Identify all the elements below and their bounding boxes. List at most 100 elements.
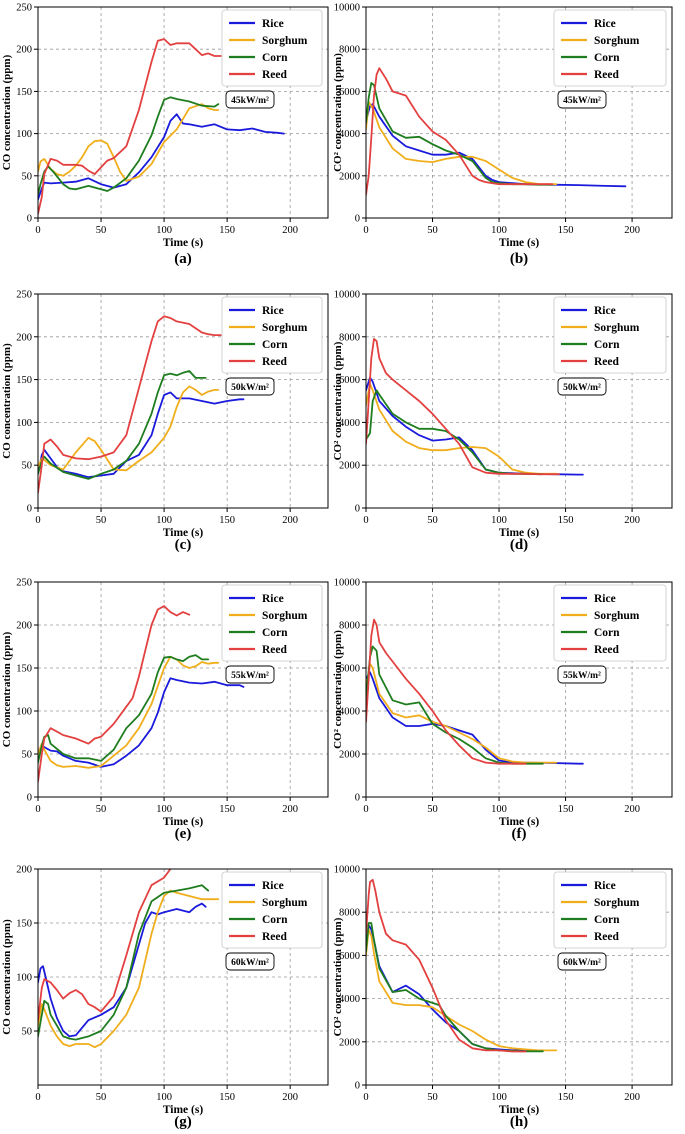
legend-box xyxy=(553,296,667,374)
x-tick-label: 50 xyxy=(427,515,438,526)
panel-label: (d) xyxy=(510,537,528,553)
legend-label: Sorghum xyxy=(262,35,308,47)
x-tick-label: 100 xyxy=(491,225,507,236)
legend-label: Corn xyxy=(594,339,620,351)
y-tick-label: 200 xyxy=(16,621,32,632)
series-group xyxy=(366,67,627,196)
annotation-text: 50kW/m² xyxy=(231,383,269,393)
legend: Rice Sorghum Corn Reed xyxy=(221,9,323,87)
series-line-reed xyxy=(366,338,560,476)
x-tick-label: 50 xyxy=(427,1092,438,1103)
annotation-text: 55kW/m² xyxy=(231,671,269,681)
series-line-corn xyxy=(38,884,210,1041)
y-tick-label: 4000 xyxy=(339,994,360,1005)
y-tick-label: 250 xyxy=(16,290,32,301)
x-tick-label: 100 xyxy=(491,1092,507,1103)
panel-label: (f) xyxy=(512,826,527,842)
legend-label: Rice xyxy=(594,305,616,317)
legend-label: Corn xyxy=(262,339,288,351)
legend: Rice Sorghum Corn Reed xyxy=(553,871,667,949)
x-tick-label: 200 xyxy=(624,804,640,815)
plot-frame xyxy=(37,6,329,219)
plot-frame xyxy=(365,868,673,1086)
x-tick-label: 200 xyxy=(282,225,298,236)
series-line-reed xyxy=(366,618,527,765)
plot-frame xyxy=(37,581,329,798)
legend-label: Sorghum xyxy=(262,610,308,622)
legend-label: Rice xyxy=(594,593,616,605)
series-line-reed xyxy=(38,869,172,1022)
x-tick-label: 150 xyxy=(219,1092,235,1103)
x-tick-label: 0 xyxy=(35,1092,40,1103)
series-line-corn xyxy=(366,389,544,476)
y-tick-label: 200 xyxy=(16,865,32,876)
x-tick-label: 100 xyxy=(491,804,507,815)
legend-label: Rice xyxy=(262,305,284,317)
y-tick-label: 8000 xyxy=(339,45,360,56)
panel-label: (b) xyxy=(510,251,528,267)
series-line-corn xyxy=(38,96,220,196)
y-axis-label: CO² concentration (ppm) xyxy=(332,341,344,460)
y-tick-label: 100 xyxy=(16,973,32,984)
x-tick-label: 200 xyxy=(624,515,640,526)
y-tick-label: 150 xyxy=(16,375,32,386)
x-tick-label: 150 xyxy=(219,804,235,815)
panel-label: (e) xyxy=(175,826,192,842)
legend-label: Reed xyxy=(262,644,288,656)
legend-label: Sorghum xyxy=(262,322,308,334)
series-line-rice xyxy=(366,103,627,188)
x-tick-label: 200 xyxy=(282,515,298,526)
y-tick-label: 200 xyxy=(16,45,32,56)
y-tick-label: 250 xyxy=(16,3,32,14)
x-tick-label: 0 xyxy=(363,225,368,236)
x-tick-label: 100 xyxy=(156,1092,172,1103)
series-line-sorghum xyxy=(38,103,220,182)
x-axis-label: Time (s) xyxy=(163,1104,204,1116)
legend-box xyxy=(221,296,323,374)
legend-label: Reed xyxy=(594,644,620,656)
legend: Rice Sorghum Corn Reed xyxy=(221,296,323,374)
legend-label: Reed xyxy=(594,356,620,368)
series-line-reed xyxy=(38,315,222,494)
legend-label: Rice xyxy=(262,880,284,892)
legend-label: Sorghum xyxy=(594,610,640,622)
y-tick-label: 0 xyxy=(355,1081,360,1092)
series-line-reed xyxy=(366,878,527,1053)
legend-box xyxy=(221,584,323,662)
legend-label: Corn xyxy=(262,914,288,926)
y-tick-label: 4000 xyxy=(339,129,360,140)
x-tick-label: 150 xyxy=(219,225,235,236)
annotation-text: 45kW/m² xyxy=(563,96,601,106)
y-tick-label: 0 xyxy=(27,214,32,225)
series-group xyxy=(38,605,245,783)
legend-label: Reed xyxy=(262,931,288,943)
x-tick-label: 50 xyxy=(96,1092,107,1103)
y-tick-label: 10000 xyxy=(334,865,360,876)
panel-label: (h) xyxy=(510,1114,528,1130)
y-tick-label: 150 xyxy=(16,87,32,98)
legend-label: Corn xyxy=(594,627,620,639)
y-tick-label: 0 xyxy=(355,793,360,804)
series-group xyxy=(38,315,245,494)
x-tick-label: 0 xyxy=(363,515,368,526)
legend-label: Rice xyxy=(594,880,616,892)
x-tick-label: 50 xyxy=(96,515,107,526)
annotation-box xyxy=(225,952,275,971)
series-line-corn xyxy=(38,654,210,764)
legend-label: Rice xyxy=(262,18,284,30)
y-tick-label: 0 xyxy=(27,504,32,515)
y-tick-label: 10000 xyxy=(334,3,360,14)
x-tick-label: 0 xyxy=(363,1092,368,1103)
legend-box xyxy=(553,584,667,662)
series-line-rice xyxy=(38,902,207,1038)
x-tick-label: 50 xyxy=(96,804,107,815)
panel-label: (a) xyxy=(174,251,192,267)
annotation-box xyxy=(557,377,607,396)
y-tick-label: 10000 xyxy=(334,290,360,301)
y-tick-label: 50 xyxy=(22,461,33,472)
x-tick-label: 0 xyxy=(363,804,368,815)
annotation-box xyxy=(557,665,607,684)
y-tick-label: 0 xyxy=(355,214,360,225)
y-tick-label: 150 xyxy=(16,664,32,675)
